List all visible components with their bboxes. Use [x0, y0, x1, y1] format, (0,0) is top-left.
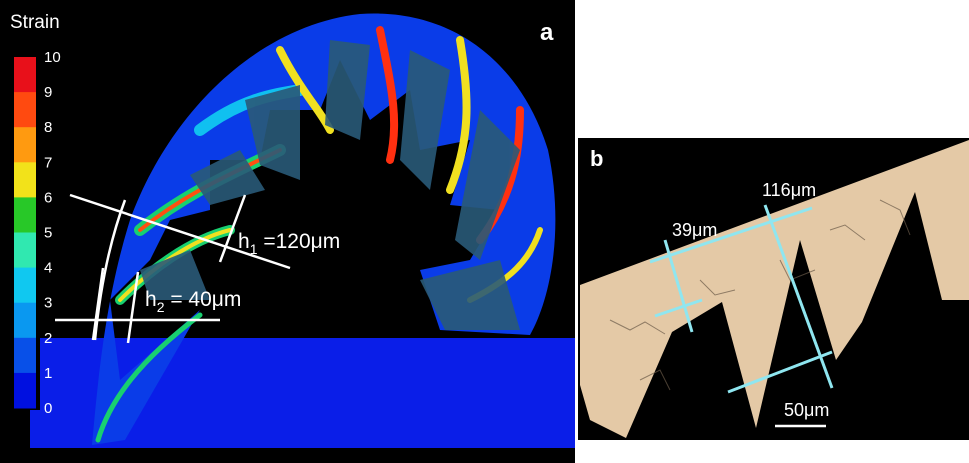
colorbar-segment	[14, 162, 36, 198]
colorbar-label: 6	[44, 189, 52, 206]
subscript: 2	[157, 299, 165, 315]
scale-label: 50μm	[784, 400, 829, 420]
colorbar-segment	[14, 303, 36, 339]
panel-letter: a	[540, 19, 554, 46]
subscript: 1	[250, 241, 258, 257]
colorbar-segment	[14, 338, 36, 374]
panel-letter: b	[590, 146, 603, 171]
colorbar-label: 8	[44, 119, 52, 136]
symbol: h	[145, 288, 157, 311]
colorbar-segment	[14, 268, 36, 304]
colorbar-segment	[14, 57, 36, 93]
colorbar-label: 3	[44, 295, 52, 312]
colorbar-segment	[14, 127, 36, 163]
dim-116: 116μm	[762, 180, 816, 200]
colorbar-title: Strain	[10, 12, 60, 33]
figure: 109876543210 Strain a h1 =120μm h2 = 40μ…	[0, 0, 969, 463]
text: =120μm	[257, 230, 340, 253]
colorbar-segment	[14, 92, 36, 128]
colorbar-label: 1	[44, 365, 52, 382]
colorbar-segment	[14, 197, 36, 233]
colorbar-label: 0	[44, 400, 52, 417]
colorbar-label: 9	[44, 84, 52, 101]
colorbar-label: 2	[44, 330, 52, 347]
dim-39: 39μm	[672, 220, 717, 240]
panel-b: b 116μm 39μm 50μm	[578, 138, 969, 440]
colorbar-label: 4	[44, 260, 52, 277]
colorbar-segment	[14, 233, 36, 269]
colorbar-label: 5	[44, 225, 52, 242]
colorbar-label: 10	[44, 49, 61, 66]
symbol: h	[238, 230, 250, 253]
text: = 40μm	[164, 288, 241, 311]
colorbar-label: 7	[44, 154, 52, 171]
colorbar-segment	[14, 373, 36, 409]
